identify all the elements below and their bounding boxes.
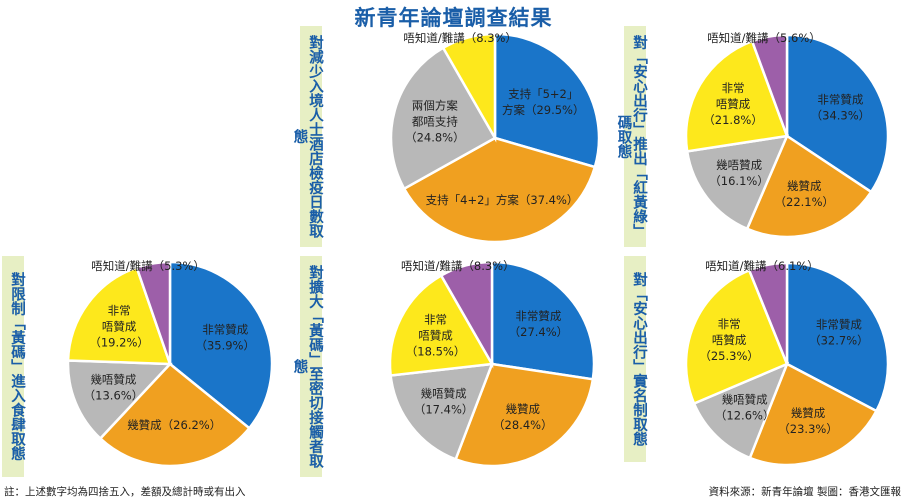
chart-4-slice-4-label: （18.5%） — [406, 344, 466, 358]
chart-2-slice-2-label: 幾贊成 — [787, 179, 822, 193]
chart-4-slice-3 — [389, 362, 494, 461]
chart-1-slice-1-label: 方案（29.5%） — [502, 103, 585, 117]
chart-4-slice-2-label: 幾贊成 — [506, 402, 541, 416]
chart-1-title: 對減少入境人士酒店檢疫日數取態 — [292, 26, 323, 247]
chart-1-slice-1 — [493, 32, 601, 169]
chart-3-slice-1-label: 非常贊成 — [202, 323, 248, 337]
page-title: 新青年論壇調查結果 — [354, 5, 553, 30]
source-credit: 資料來源：新青年論壇 製圖：香港文匯報 — [708, 486, 901, 498]
chart-3-slice-3 — [66, 359, 173, 441]
chart-5-slice-3 — [692, 361, 790, 460]
chart-1-slice-2-label: 支持「4+2」方案（37.4%） — [426, 193, 579, 207]
chart-3-slice-4-label: 非常 — [108, 303, 131, 317]
chart-2-slice-5-label: 唔知道/難講（5.6%） — [707, 31, 821, 45]
chart-3-slice-3-label: 幾唔贊成 — [90, 372, 136, 386]
chart-5-title: 對「安心出行」實名制取態 — [624, 256, 647, 462]
chart-5-slice-4-label: 唔贊成 — [712, 333, 747, 347]
chart-3-title: 對限制「黃碼」進入食肆取態 — [2, 256, 25, 477]
chart-1-pie: 支持「5+2」方案（29.5%） 支持「4+2」方案（37.4%） 兩個方案都唔支持… — [389, 31, 601, 244]
chart-2-title: 對「安心出行」推出「紅黃綠」碼取態 — [616, 26, 647, 247]
chart-2-slice-1-label: （34.3%） — [811, 108, 871, 122]
chart-3-slice-1 — [168, 260, 274, 430]
chart-4-slice-3-label: 幾唔贊成 — [421, 387, 467, 401]
chart-4-slice-1 — [490, 260, 596, 381]
chart-3-slice-5-label: 唔知道/難講（5.3%） — [91, 259, 205, 273]
chart-1-slice-3-label: 兩個方案 — [412, 98, 458, 112]
chart-4-slice-4 — [388, 273, 495, 377]
chart-2-slice-2 — [745, 134, 873, 239]
chart-3-slice-2-label: 幾贊成（26.2%） — [127, 418, 221, 432]
chart-2-slice-2-label: （22.1%） — [775, 195, 835, 209]
chart-4-slice-5-label: 唔知道/難講（8.3%） — [401, 259, 515, 273]
chart-5-slice-2 — [748, 362, 879, 467]
chart-2-slice-3 — [685, 134, 790, 231]
chart-5-slice-5-label: 唔知道/難講（6.1%） — [705, 259, 819, 273]
chart-4-slice-1-label: （27.4%） — [509, 325, 569, 339]
chart-5-slice-1 — [785, 261, 890, 413]
chart-1-slice-3 — [389, 46, 497, 191]
footnote: 註：上述數字均為四捨五入，差額及總計時或有出入 — [4, 486, 246, 498]
chart-5-slice-3-label: 幾唔贊成 — [722, 392, 768, 406]
chart-5-slice-1-label: （32.7%） — [809, 334, 869, 348]
chart-3-slice-1-label: （35.9%） — [195, 339, 255, 353]
chart-5-slice-4-label: （25.3%） — [699, 349, 759, 363]
chart-4-title: 對擴大「黃碼」至密切接觸者取態 — [292, 256, 323, 477]
chart-4-slice-3-label: （17.4%） — [414, 403, 474, 417]
chart-5-slice-2-label: （23.3%） — [778, 422, 838, 436]
chart-2-slice-3-label: 幾唔贊成 — [716, 158, 762, 172]
chart-4-slice-4-label: 非常 — [424, 312, 447, 326]
chart-5-slice-1-label: 非常贊成 — [816, 318, 862, 332]
chart-4-slice-5 — [439, 260, 494, 369]
chart-3-slice-3-label: （13.6%） — [84, 388, 144, 402]
chart-3-slice-4-label: 唔贊成 — [102, 319, 137, 333]
chart-5-slice-3-label: （12.6%） — [715, 408, 775, 422]
chart-1-slice-3-label: 都唔支持 — [412, 114, 458, 128]
chart-1-slice-4-label: 唔知道/難講（8.3%） — [403, 31, 517, 45]
chart-3-slice-5 — [135, 260, 172, 365]
chart-2-slice-4-label: （21.8%） — [703, 113, 763, 127]
chart-3-slice-4-label: （19.2%） — [89, 335, 149, 349]
chart-2-slice-3-label: （16.1%） — [709, 174, 769, 188]
chart-1-slice-3-label: （24.8%） — [405, 130, 465, 144]
chart-3-slice-2 — [98, 362, 252, 468]
chart-5-slice-4-label: 非常 — [718, 317, 741, 331]
chart-4-slice-4-label: 唔贊成 — [418, 328, 453, 342]
chart-4-slice-1-label: 非常贊成 — [515, 309, 561, 323]
chart-1-slice-4 — [441, 32, 497, 143]
chart-2-slice-4-label: 唔贊成 — [716, 97, 751, 111]
chart-1-slice-2 — [402, 136, 597, 244]
chart-1-slice-1-label: 支持「5+2」 — [508, 87, 578, 101]
chart-2-slice-4-label: 非常 — [722, 81, 745, 95]
chart-2-slice-1-label: 非常贊成 — [817, 92, 863, 106]
chart-2-slice-5 — [750, 33, 789, 137]
chart-5-slice-2-label: 幾贊成 — [791, 406, 826, 420]
chart-4-slice-2 — [454, 362, 595, 468]
chart-4-slice-2-label: （28.4%） — [493, 418, 553, 432]
chart-5-slice-5 — [747, 261, 789, 365]
